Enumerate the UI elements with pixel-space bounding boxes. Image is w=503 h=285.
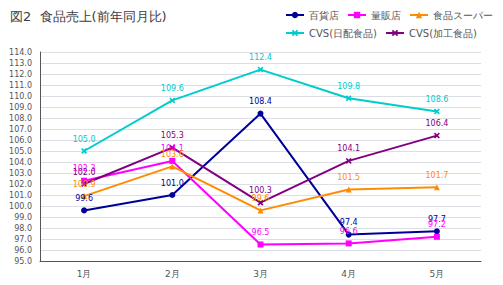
svg-text:104.1: 104.1 [160, 144, 184, 154]
svg-text:103.0: 103.0 [9, 169, 32, 178]
svg-text:96.6: 96.6 [340, 227, 358, 236]
svg-text:104.0: 104.0 [9, 158, 32, 167]
svg-text:103.6: 103.6 [161, 150, 184, 159]
svg-text:105.3: 105.3 [161, 131, 184, 140]
svg-text:図2 食品売上(前年同月比): 図2 食品売上(前年同月比) [10, 9, 167, 24]
svg-text:109.6: 109.6 [161, 84, 184, 93]
svg-text:106.0: 106.0 [9, 136, 32, 145]
svg-text:97.4: 97.4 [340, 218, 358, 227]
svg-text:109.0: 109.0 [9, 103, 32, 112]
svg-text:107.0: 107.0 [9, 125, 32, 134]
svg-text:105.0: 105.0 [9, 147, 32, 156]
svg-text:CVS(加工食品): CVS(加工食品) [409, 28, 477, 39]
svg-text:109.8: 109.8 [337, 82, 360, 91]
svg-text:97.0: 97.0 [14, 235, 32, 244]
svg-text:105.0: 105.0 [73, 135, 96, 144]
svg-text:112.4: 112.4 [249, 53, 272, 62]
svg-text:104.1: 104.1 [337, 144, 360, 153]
svg-text:3月: 3月 [253, 269, 268, 279]
svg-text:110.0: 110.0 [9, 92, 32, 101]
svg-text:98.0: 98.0 [14, 224, 32, 233]
svg-text:111.0: 111.0 [9, 81, 32, 90]
svg-text:百貨店: 百貨店 [309, 10, 339, 21]
svg-text:4月: 4月 [341, 269, 356, 279]
svg-text:108.0: 108.0 [9, 114, 32, 123]
svg-text:114.0: 114.0 [9, 48, 32, 57]
svg-text:99.0: 99.0 [14, 213, 32, 222]
svg-text:99.6: 99.6 [252, 194, 270, 203]
svg-text:97.2: 97.2 [428, 220, 446, 229]
svg-text:96.0: 96.0 [14, 246, 32, 255]
svg-text:101.0: 101.0 [161, 179, 184, 188]
svg-text:2月: 2月 [165, 269, 180, 279]
svg-text:101.0: 101.0 [9, 191, 32, 200]
svg-text:95.0: 95.0 [14, 257, 32, 266]
svg-text:食品スーパー: 食品スーパー [433, 10, 493, 21]
svg-text:113.0: 113.0 [9, 59, 32, 68]
svg-text:量販店: 量販店 [371, 10, 401, 21]
svg-text:108.6: 108.6 [425, 95, 448, 104]
svg-text:102.0: 102.0 [9, 180, 32, 189]
svg-text:1月: 1月 [77, 269, 92, 279]
svg-text:97.7: 97.7 [428, 214, 446, 224]
svg-text:106.4: 106.4 [425, 119, 448, 128]
svg-text:99.6: 99.6 [75, 194, 93, 203]
svg-text:5月: 5月 [430, 269, 445, 279]
svg-text:102.0: 102.0 [73, 168, 96, 177]
svg-text:108.4: 108.4 [249, 97, 272, 106]
svg-text:101.5: 101.5 [337, 173, 360, 182]
svg-text:100.9: 100.9 [73, 180, 96, 189]
svg-text:CVS(日配食品): CVS(日配食品) [309, 28, 377, 39]
svg-text:101.7: 101.7 [425, 171, 448, 180]
svg-text:100.3: 100.3 [249, 186, 272, 195]
svg-text:112.0: 112.0 [9, 70, 32, 79]
svg-text:100.0: 100.0 [9, 202, 32, 211]
svg-text:96.5: 96.5 [252, 228, 270, 237]
